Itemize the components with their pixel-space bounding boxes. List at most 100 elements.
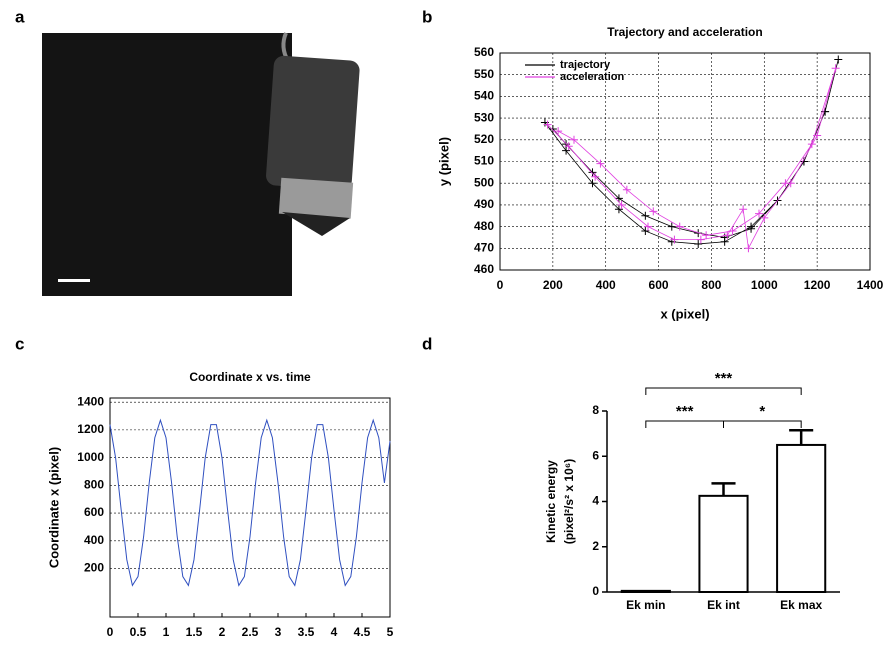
x-tick-label: 3 <box>275 625 282 639</box>
photo-background <box>42 33 292 296</box>
panel-label: b <box>422 7 432 26</box>
y-tick-label: 600 <box>84 505 104 519</box>
y-axis-label: Coordinate x (pixel) <box>46 447 61 568</box>
error-bar <box>711 482 736 496</box>
point-marker <box>548 124 557 133</box>
series-line <box>109 418 391 587</box>
point-marker <box>807 140 816 149</box>
x-tick-label: 0 <box>497 278 504 292</box>
y-tick-label: 510 <box>474 154 494 168</box>
point-marker <box>702 231 711 240</box>
x-tick-label: 800 <box>701 278 721 292</box>
chart-title: Trajectory and acceleration <box>607 25 762 39</box>
point-marker <box>744 244 753 253</box>
y-axis-label: Kinetic energy <box>544 460 558 543</box>
point-marker <box>747 224 756 233</box>
x-tick-label: 0.5 <box>130 625 147 639</box>
significance-bracket <box>645 420 724 428</box>
pendulum-body <box>266 55 360 191</box>
y-tick-label: 470 <box>474 240 494 254</box>
point-marker <box>570 135 578 144</box>
legend-label: acceleration <box>560 71 624 83</box>
panel-label: d <box>422 334 432 353</box>
y-tick-label: 0 <box>592 584 599 598</box>
point-marker <box>723 231 732 240</box>
point-marker <box>617 200 626 209</box>
point-marker <box>675 222 684 231</box>
y-tick-label: 4 <box>592 494 599 508</box>
point-marker <box>588 168 597 177</box>
point-marker <box>667 222 676 231</box>
x-tick-label: 1400 <box>857 278 884 292</box>
y-tick-label: 520 <box>474 132 494 146</box>
point-marker <box>614 205 623 214</box>
point-marker <box>739 205 748 214</box>
point-marker <box>596 159 605 168</box>
panel-label: a <box>15 7 25 26</box>
point-marker <box>728 226 737 235</box>
point-marker <box>641 226 650 235</box>
y-tick-label: 530 <box>474 110 494 124</box>
x-tick-label: 0 <box>107 625 114 639</box>
y-tick-label: 1000 <box>77 450 104 464</box>
point-marker <box>781 179 790 188</box>
y-tick-label: 2 <box>592 539 599 553</box>
plot-area <box>109 397 391 618</box>
x-tick-label: 1 <box>163 625 170 639</box>
x-tick-label: 3.5 <box>298 625 315 639</box>
x-tick-label: 1.5 <box>186 625 203 639</box>
y-tick-label: 400 <box>84 533 104 547</box>
x-tick-label: 2 <box>219 625 226 639</box>
y-tick-label: 8 <box>592 403 599 417</box>
point-marker <box>554 127 563 136</box>
y-tick-label: 500 <box>474 175 494 189</box>
point-marker <box>813 131 822 140</box>
point-marker <box>760 213 769 222</box>
x-tick-label: 600 <box>649 278 669 292</box>
y-axis-label: y (pixel) <box>436 137 451 186</box>
point-marker <box>614 194 623 203</box>
x-tick-label: 4 <box>331 625 338 639</box>
significance-label: *** <box>676 403 694 420</box>
panel-label: c <box>15 334 24 353</box>
bar <box>698 494 749 593</box>
point-marker <box>644 222 652 231</box>
x-tick-label: 5 <box>387 625 394 639</box>
x-tick-label: 200 <box>543 278 563 292</box>
point-marker <box>696 235 705 244</box>
pendulum-band <box>278 177 354 219</box>
y-tick-label: 200 <box>84 561 104 575</box>
significance-bracket <box>645 387 802 395</box>
point-marker <box>564 142 573 151</box>
x-tick-label: 1200 <box>804 278 831 292</box>
x-tick-label: 4.5 <box>354 625 371 639</box>
point-marker <box>622 185 631 194</box>
point-marker <box>543 120 552 129</box>
point-marker <box>694 229 703 238</box>
point-marker <box>755 209 763 218</box>
chart-title: Coordinate x vs. time <box>189 370 311 384</box>
point-marker <box>831 64 840 73</box>
x-tick-label: 1000 <box>751 278 778 292</box>
point-marker <box>834 55 843 64</box>
x-tick-label: Ek max <box>780 598 822 612</box>
bar <box>620 589 671 594</box>
y-tick-label: 1400 <box>77 394 104 408</box>
y-tick-label: 480 <box>474 219 494 233</box>
scale-bar <box>58 279 90 282</box>
y-axis-label: (pixel²/s² x 10⁶) <box>562 459 576 545</box>
point-marker <box>641 211 650 220</box>
point-marker <box>670 235 679 244</box>
legend-label: trajectory <box>560 59 611 71</box>
significance-bracket <box>723 420 802 428</box>
pendulum-tip <box>282 212 350 236</box>
y-tick-label: 550 <box>474 67 494 81</box>
y-tick-label: 6 <box>592 448 599 462</box>
y-tick-label: 800 <box>84 477 104 491</box>
y-tick-label: 460 <box>474 262 494 276</box>
x-axis-label: x (pixel) <box>660 306 709 321</box>
point-marker <box>694 239 703 248</box>
y-tick-label: 1200 <box>77 422 104 436</box>
point-marker <box>649 207 658 216</box>
